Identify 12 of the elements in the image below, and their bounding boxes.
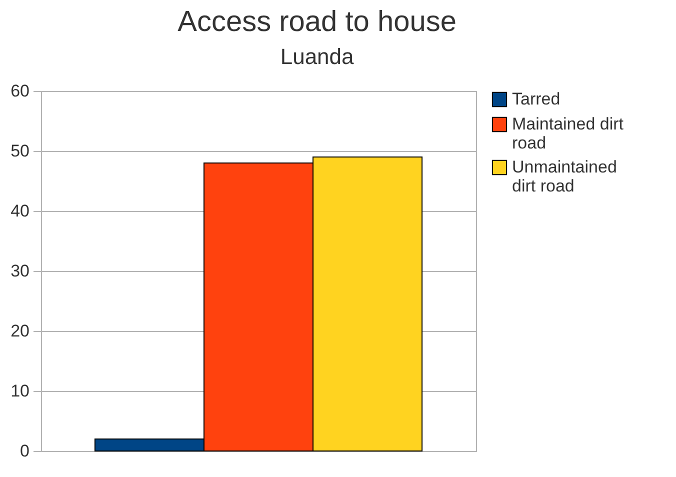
chart-subtitle: Luanda [280, 44, 355, 69]
legend-label: Maintained dirt road [512, 114, 624, 152]
y-tick-label: 50 [10, 142, 30, 160]
y-tick-label: 40 [10, 202, 30, 220]
y-tick-label: 30 [10, 262, 30, 280]
y-tick-label: 20 [10, 322, 30, 340]
y-tick-label: 0 [20, 442, 30, 460]
legend-label: Unmaintained dirt road [512, 158, 617, 196]
y-tick-label: 60 [10, 82, 30, 100]
chart-title: Access road to house [178, 6, 456, 38]
y-tick-label: 10 [10, 382, 30, 400]
legend-label: Tarred [512, 90, 560, 108]
